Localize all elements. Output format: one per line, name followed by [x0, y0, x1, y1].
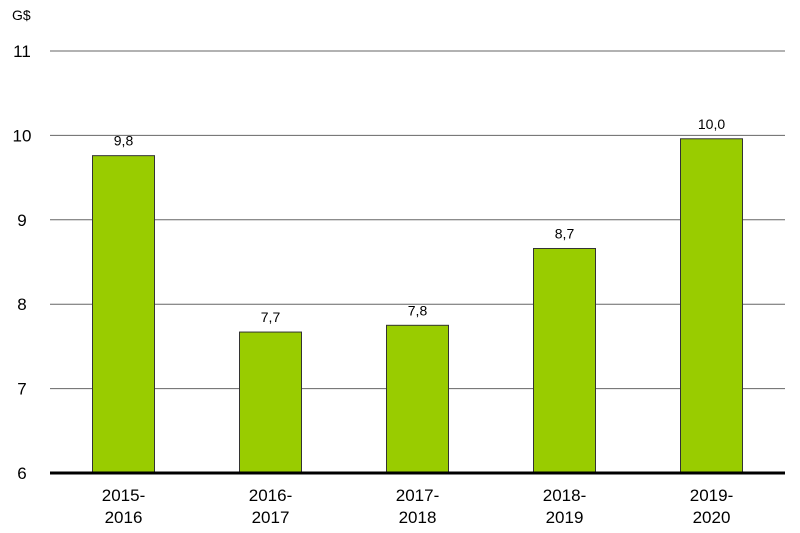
bar [680, 138, 743, 474]
x-tick-label: 2015-2016 [102, 486, 145, 527]
value-label: 7,7 [261, 309, 281, 325]
value-label: 8,7 [555, 225, 575, 241]
x-tick-label: 2016-2017 [249, 486, 292, 527]
y-tick-label: 10 [13, 126, 32, 145]
bar [386, 324, 449, 474]
bar [239, 331, 302, 474]
bar [533, 247, 596, 474]
y-tick-label: 6 [17, 464, 26, 483]
value-label: 9,8 [114, 133, 134, 149]
y-tick-label: 7 [17, 380, 26, 399]
y-tick-label: 11 [13, 42, 31, 61]
bar [92, 155, 155, 474]
x-tick-label: 2017-2018 [396, 486, 439, 527]
y-tick-label: 9 [17, 211, 26, 230]
y-axis-unit: G$ [12, 7, 31, 23]
value-label: 10,0 [698, 116, 725, 132]
x-tick-label: 2019-2020 [690, 486, 733, 527]
y-tick-label: 8 [17, 295, 26, 314]
x-tick-label: 2018-2019 [543, 486, 586, 527]
value-label: 7,8 [408, 302, 428, 318]
